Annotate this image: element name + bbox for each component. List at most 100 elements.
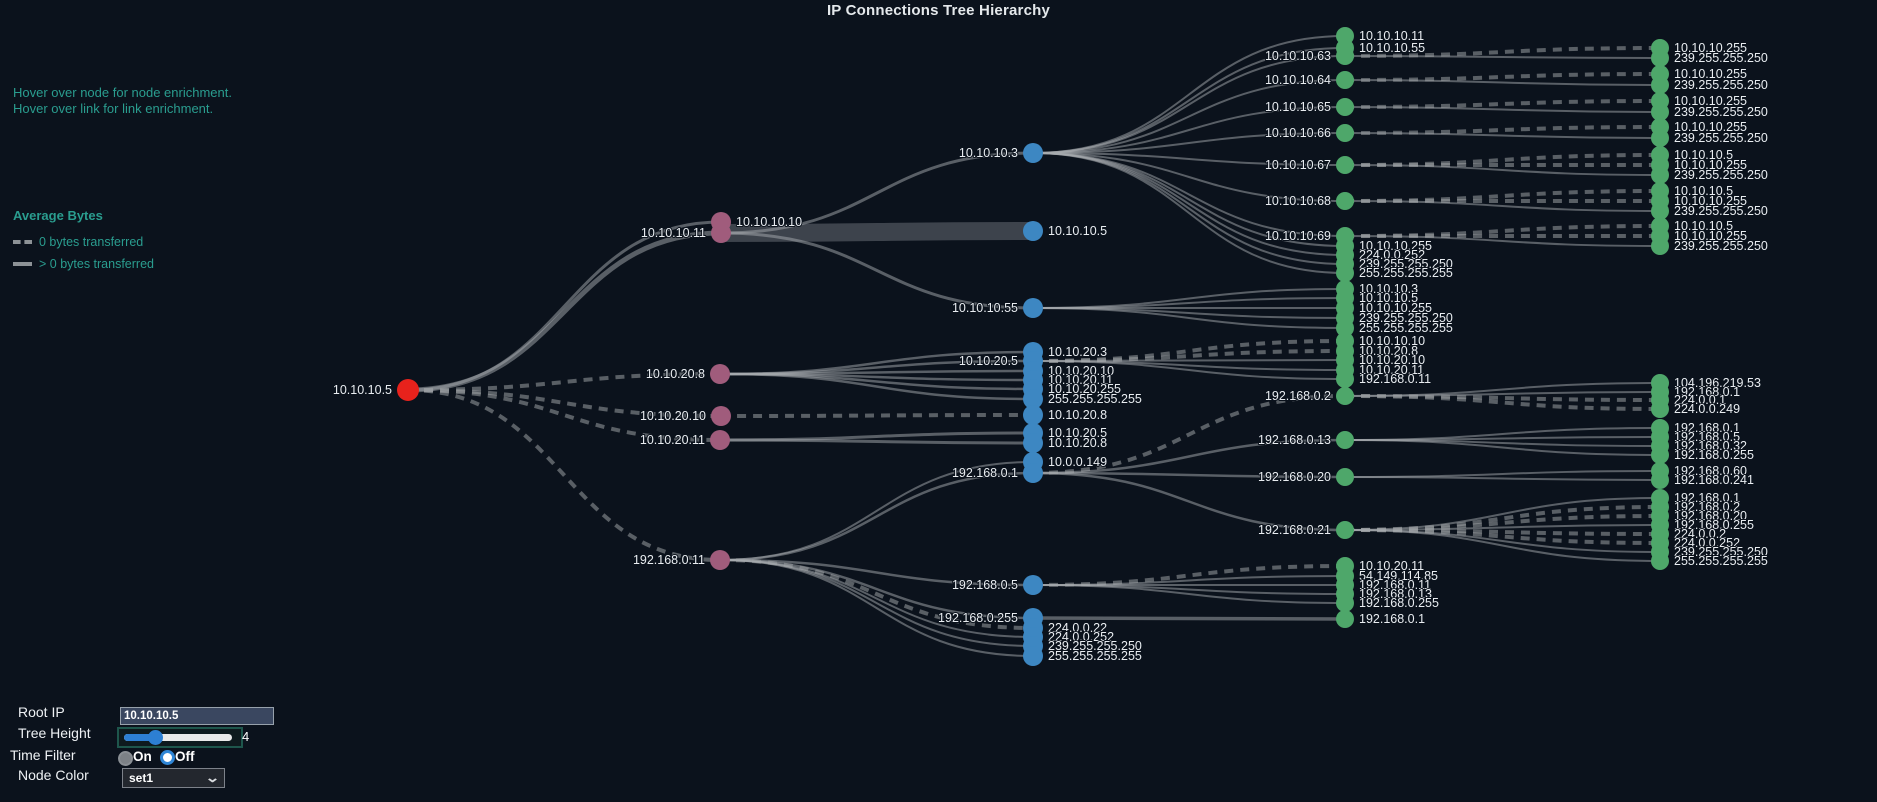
tree-node[interactable] (1336, 594, 1354, 612)
time-filter-off-radio-selected[interactable] (160, 750, 175, 765)
slider-track[interactable] (124, 730, 232, 745)
tree-node[interactable] (1336, 156, 1354, 174)
tree-link[interactable] (1344, 106, 1661, 113)
tree-link[interactable] (1344, 72, 1661, 82)
tree-node[interactable] (1023, 405, 1043, 425)
time-filter-on-radio[interactable] (118, 751, 133, 766)
tree-node[interactable] (1336, 431, 1354, 449)
tree-node[interactable] (710, 550, 730, 570)
tree-link[interactable] (1344, 125, 1661, 135)
tree-link[interactable] (720, 151, 1034, 235)
tree-node[interactable] (1651, 237, 1669, 255)
tree-link[interactable] (1344, 439, 1661, 456)
tree-link[interactable] (1032, 360, 1346, 380)
tree-link[interactable] (1032, 55, 1346, 154)
tree-link[interactable] (1344, 224, 1661, 238)
tree-node[interactable] (1336, 387, 1354, 405)
tree-link[interactable] (407, 372, 721, 392)
tree-link[interactable] (1032, 79, 1346, 154)
tree-link[interactable] (407, 388, 721, 442)
tree-height-slider[interactable] (117, 727, 243, 748)
tree-link[interactable] (720, 231, 1034, 310)
tree-link[interactable] (407, 388, 721, 562)
tree-node[interactable] (1651, 446, 1669, 464)
tree-link[interactable] (1344, 476, 1661, 481)
tree-node[interactable] (1023, 221, 1043, 241)
tree-link[interactable] (1032, 584, 1346, 604)
tree-link[interactable] (719, 438, 1034, 445)
tree-node[interactable] (1651, 400, 1669, 418)
tree-link[interactable] (1032, 438, 1346, 475)
tree-node[interactable] (1336, 192, 1354, 210)
tree-link[interactable] (1032, 575, 1346, 586)
tree-node[interactable] (1336, 610, 1354, 628)
tree-link[interactable] (1344, 164, 1661, 176)
tree-link[interactable] (1344, 79, 1661, 86)
tree-node[interactable] (1023, 298, 1043, 318)
tree-link[interactable] (1344, 524, 1661, 531)
tree-node[interactable] (1023, 575, 1043, 595)
tree-link[interactable] (1032, 307, 1346, 329)
tree-link[interactable] (1344, 394, 1661, 411)
tree-link[interactable] (1032, 471, 1346, 532)
tree-node[interactable] (1336, 47, 1354, 65)
tree-link[interactable] (407, 220, 722, 392)
time-filter-off-text[interactable]: Off (175, 749, 195, 764)
tree-node[interactable] (1651, 202, 1669, 220)
tree-link[interactable] (1344, 529, 1661, 562)
tree-node[interactable] (711, 223, 731, 243)
tree-link[interactable] (1344, 189, 1661, 203)
tree-link[interactable] (1344, 391, 1661, 397)
tree-node[interactable] (1336, 468, 1354, 486)
tree-node[interactable] (1651, 166, 1669, 184)
tree-node[interactable] (1651, 552, 1669, 570)
tree-link[interactable] (1032, 471, 1346, 479)
tree-link[interactable] (1344, 470, 1661, 478)
tree-link[interactable] (719, 471, 1034, 562)
tree-node[interactable] (1336, 264, 1354, 282)
time-filter-on-text[interactable]: On (133, 749, 152, 764)
tree-link[interactable] (1032, 152, 1346, 274)
tree-node[interactable] (1023, 389, 1043, 409)
tree-node[interactable] (1023, 143, 1043, 163)
tree-link[interactable] (1032, 152, 1346, 202)
node-color-select[interactable]: set1 ⌄ (122, 768, 225, 788)
tree-link[interactable] (1344, 132, 1661, 139)
tree-node[interactable] (1023, 463, 1043, 483)
tree-node[interactable] (1651, 76, 1669, 94)
tree-link[interactable] (1344, 235, 1661, 247)
tree-node[interactable] (1336, 98, 1354, 116)
tree-node[interactable] (710, 430, 730, 450)
tree-node[interactable] (1651, 129, 1669, 147)
tree-link[interactable] (720, 222, 1034, 242)
tree-link[interactable] (1344, 153, 1661, 167)
tree-node[interactable] (1651, 471, 1669, 489)
tree-node[interactable] (1336, 319, 1354, 337)
tree-node[interactable] (1023, 646, 1043, 666)
tree-link[interactable] (719, 372, 1034, 401)
tree-node[interactable] (1651, 103, 1669, 121)
tree-link[interactable] (1344, 55, 1661, 59)
slider-thumb[interactable] (148, 730, 163, 745)
tree-link[interactable] (1032, 152, 1346, 166)
tree-link[interactable] (1032, 616, 1346, 621)
tree-node[interactable] (1336, 521, 1354, 539)
tree-node[interactable] (710, 364, 730, 384)
root-ip-input[interactable] (120, 707, 274, 725)
tree-link[interactable] (1344, 99, 1661, 109)
tree-node[interactable] (397, 379, 419, 401)
tree-link[interactable] (1032, 106, 1346, 154)
tree-node[interactable] (711, 406, 731, 426)
tree-node[interactable] (1023, 433, 1043, 453)
tree-link[interactable] (719, 559, 1034, 657)
tree-node[interactable] (1336, 124, 1354, 142)
tree-node[interactable] (1651, 49, 1669, 67)
tree-link[interactable] (1344, 529, 1661, 553)
tree-link[interactable] (1032, 132, 1346, 154)
tree-link[interactable] (1344, 200, 1661, 212)
tree-node[interactable] (1336, 71, 1354, 89)
tree-node[interactable] (1336, 370, 1354, 388)
tree-link[interactable] (1032, 394, 1346, 475)
tree-link[interactable] (720, 413, 1034, 418)
